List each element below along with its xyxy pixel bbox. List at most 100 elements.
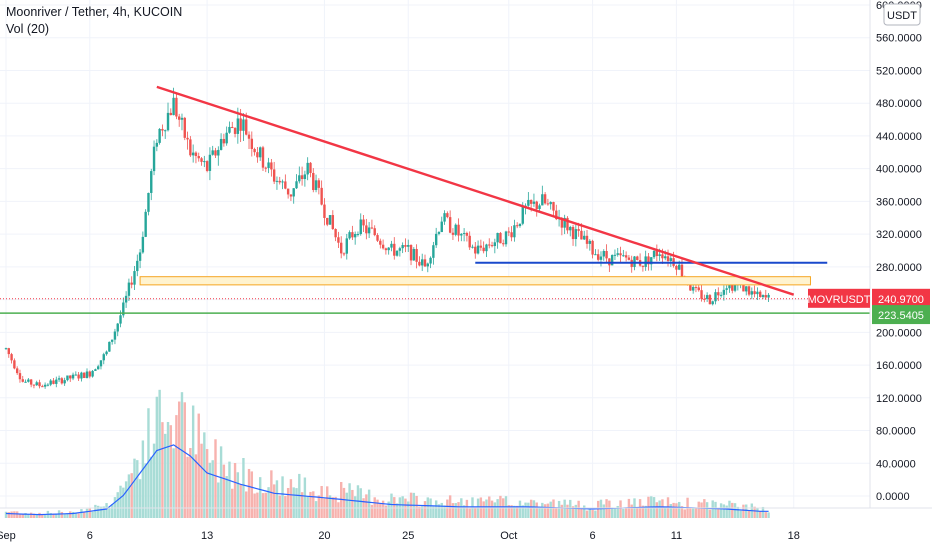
volume-bar — [236, 472, 240, 518]
volume-bar — [437, 504, 441, 518]
volume-bar — [272, 484, 276, 518]
symbol-title[interactable]: Moonriver / Tether, 4h, KUCOIN — [6, 5, 183, 19]
volume-bar — [638, 499, 642, 518]
current-price-tag[interactable]: MOVRUSDT 240.9700 — [808, 288, 930, 308]
candle-body — [407, 244, 410, 247]
volume-bar — [127, 474, 131, 518]
candle-body — [404, 245, 407, 247]
time-tick-label: 6 — [590, 530, 596, 542]
candle-body — [96, 366, 100, 370]
candle-body — [119, 315, 122, 324]
candle-body — [77, 374, 80, 379]
support-price-tag[interactable]: 223.5405 — [872, 305, 930, 325]
volume-bar — [390, 493, 393, 518]
candle-body — [624, 255, 628, 258]
candle-body — [342, 253, 346, 255]
volume-bar — [29, 512, 33, 518]
candle-body — [434, 233, 438, 246]
support-zone-rectangle[interactable] — [139, 276, 811, 286]
candle-body — [764, 295, 767, 298]
volume-bar — [518, 500, 522, 518]
volume-bar — [345, 492, 348, 518]
time-axis[interactable]: Sep 6 13 20 25 Oct 6 11 18 — [0, 530, 800, 542]
volume-bar — [158, 389, 161, 518]
volume-indicator-label[interactable]: Vol (20) — [6, 22, 50, 36]
candle-body — [253, 148, 256, 153]
volume-bar — [546, 503, 550, 518]
price-tick-label: 120.0000 — [876, 393, 922, 405]
candle-body — [767, 294, 770, 298]
volume-bar — [446, 499, 449, 518]
candle-body — [552, 202, 555, 211]
candle-body — [711, 301, 714, 305]
volume-bar — [608, 500, 611, 518]
candle-body — [376, 235, 379, 241]
volume-bar — [532, 500, 536, 518]
candle-body — [719, 294, 723, 296]
volume-bar — [250, 471, 254, 518]
candle-body — [328, 215, 332, 225]
candle-body — [66, 375, 69, 381]
volume-bar — [418, 506, 421, 518]
candle-body — [753, 291, 756, 295]
volume-bar — [110, 504, 114, 518]
currency-tag[interactable]: USDT — [883, 3, 921, 26]
volume-bar — [515, 505, 519, 518]
volume-bar — [317, 495, 321, 518]
candle-body — [278, 180, 281, 183]
candle-body — [74, 374, 78, 376]
volume-bar — [552, 499, 555, 518]
candle-body — [236, 118, 240, 134]
volume-bar — [164, 433, 167, 518]
volume-bar — [689, 508, 692, 518]
candle-body — [437, 232, 441, 234]
candle-body — [295, 181, 298, 189]
candle-body — [588, 240, 592, 244]
price-tick-label: 0.0000 — [876, 491, 910, 503]
volume-bar — [462, 505, 466, 518]
candle-body — [733, 284, 737, 291]
candle-body — [563, 217, 566, 228]
candle-body — [669, 258, 673, 261]
volume-ma-line — [5, 444, 769, 516]
volume-bar — [443, 505, 446, 518]
candle-body — [211, 150, 214, 155]
volume-bar — [205, 449, 209, 518]
candle-body — [644, 256, 647, 267]
candle-body — [432, 245, 435, 258]
price-tick-label: 440.0000 — [876, 131, 922, 143]
candle-body — [320, 187, 323, 205]
volume-bar — [337, 502, 340, 518]
candle-body — [219, 138, 223, 150]
candle-body — [440, 221, 443, 233]
candle-body — [177, 116, 181, 120]
volume-bar — [683, 509, 686, 518]
volume-bar — [102, 506, 105, 518]
volume-bar — [177, 401, 181, 518]
candle-body — [351, 232, 354, 238]
volume-bar — [711, 500, 714, 518]
descending-trendline[interactable] — [156, 85, 795, 296]
candle-body — [172, 97, 175, 116]
volume-bar — [43, 514, 47, 518]
candle-body — [697, 287, 700, 291]
candle-body — [85, 371, 89, 378]
symbol-tag-box — [808, 288, 870, 308]
time-tick-label: 11 — [671, 530, 682, 542]
volume-bar — [211, 460, 214, 518]
candle-body — [622, 255, 625, 257]
candle-body — [270, 162, 273, 170]
price-tick-label: 480.0000 — [876, 98, 922, 110]
volume-bar — [275, 480, 279, 518]
candle-body — [641, 265, 645, 267]
volume-bar — [334, 496, 337, 518]
candle-body — [664, 256, 667, 259]
candle-body — [367, 227, 371, 234]
volume-bar — [407, 501, 410, 518]
price-axis[interactable]: 600.0000560.0000520.0000480.0000440.0000… — [876, 0, 922, 503]
candle-body — [418, 261, 421, 266]
volume-bar — [596, 500, 600, 518]
candle-body — [705, 295, 709, 299]
volume-bar — [493, 502, 497, 518]
